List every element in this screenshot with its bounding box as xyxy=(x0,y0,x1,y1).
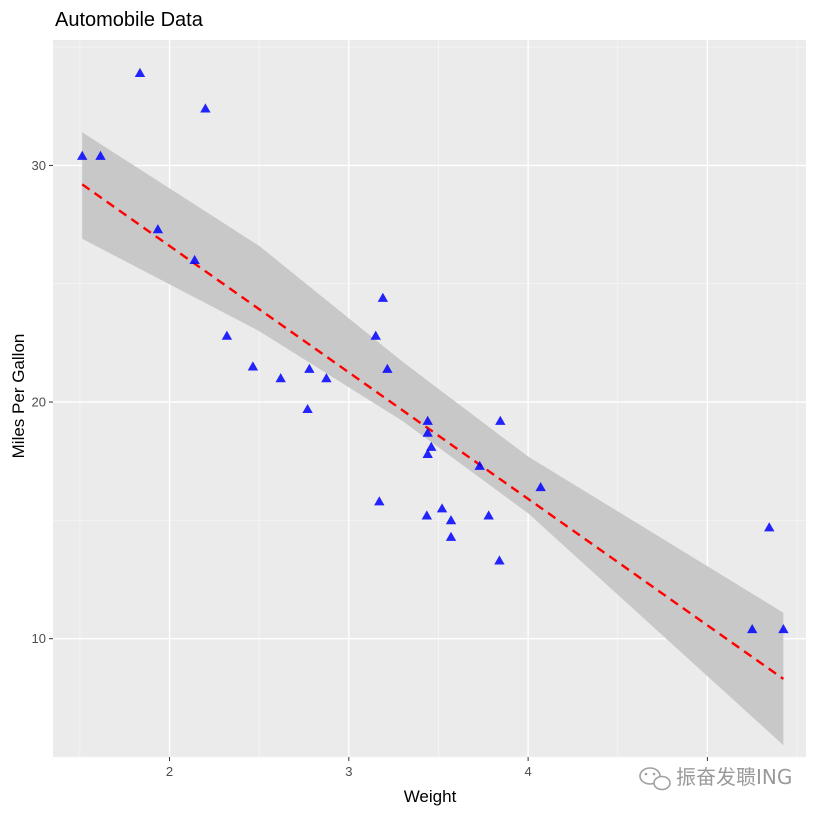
data-point xyxy=(302,403,313,414)
x-axis-title: Weight xyxy=(404,787,457,806)
data-point xyxy=(422,415,433,425)
data-points xyxy=(77,67,789,634)
y-tick-label: 10 xyxy=(32,631,46,646)
data-point xyxy=(495,415,506,425)
watermark: 振奋发聩ING xyxy=(639,765,792,791)
confidence-band xyxy=(82,132,784,746)
data-point xyxy=(436,503,448,513)
data-point xyxy=(304,363,315,373)
data-point xyxy=(152,224,164,234)
data-point xyxy=(134,67,146,78)
wechat-icon xyxy=(639,767,671,791)
regression-line xyxy=(81,183,785,680)
data-point xyxy=(494,555,505,565)
data-point xyxy=(200,103,211,113)
data-point xyxy=(445,515,457,525)
y-tick-label: 20 xyxy=(32,395,46,410)
data-point xyxy=(421,510,433,520)
data-point xyxy=(747,624,758,634)
data-point xyxy=(426,441,437,451)
data-point xyxy=(483,510,494,520)
axis-ticks: 2 3 4 10 20 30 xyxy=(32,158,708,779)
data-point xyxy=(95,150,106,160)
data-point xyxy=(221,330,233,340)
data-point xyxy=(247,361,259,371)
data-point xyxy=(189,254,200,264)
data-point xyxy=(377,292,389,302)
x-tick-label: 2 xyxy=(166,764,173,779)
data-point xyxy=(535,482,546,492)
data-point xyxy=(778,624,789,634)
watermark-text: 振奋发聩ING xyxy=(676,765,792,789)
data-point xyxy=(275,373,286,383)
chart-title: Automobile Data xyxy=(55,9,204,31)
data-point xyxy=(382,363,393,373)
data-point xyxy=(445,531,457,541)
x-tick-label: 3 xyxy=(345,764,352,779)
y-axis-title: Miles Per Gallon xyxy=(9,334,28,459)
data-point xyxy=(764,522,775,532)
data-point xyxy=(422,427,433,437)
data-point xyxy=(374,496,385,506)
y-tick-label: 30 xyxy=(32,158,46,173)
data-point xyxy=(77,150,88,160)
x-tick-label: 4 xyxy=(524,764,531,779)
data-point xyxy=(370,330,381,340)
data-point xyxy=(321,373,332,383)
data-point xyxy=(474,460,485,470)
data-point xyxy=(422,448,433,459)
